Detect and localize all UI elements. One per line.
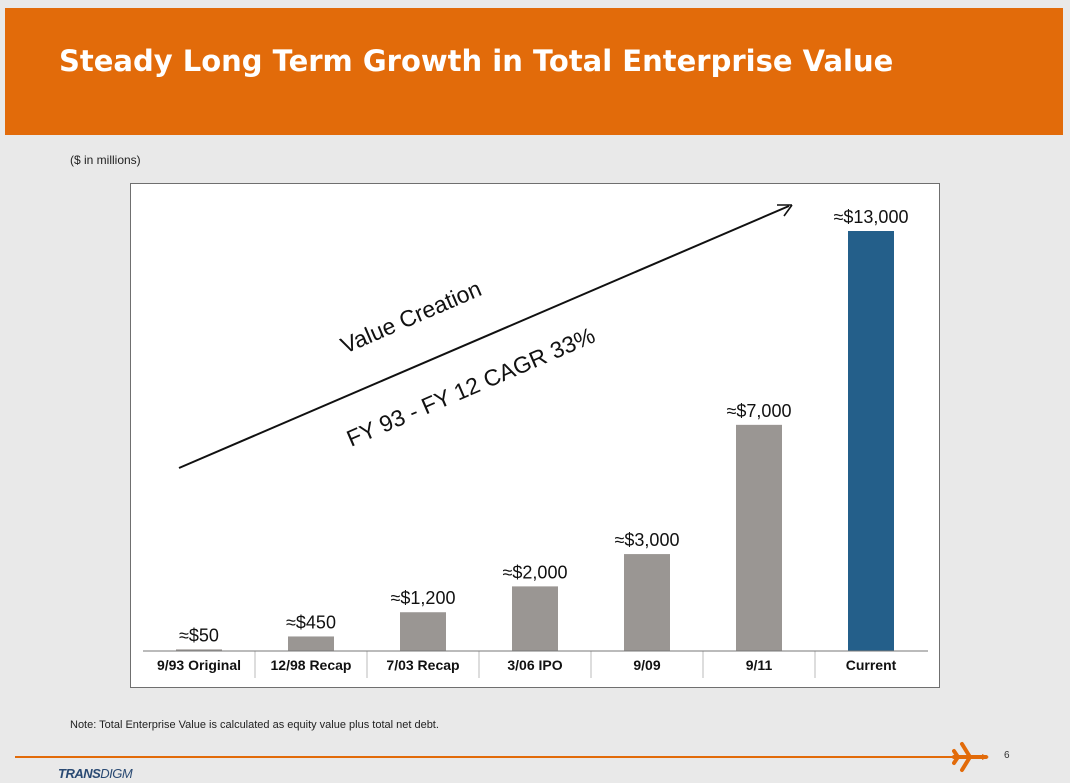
arrow-head xyxy=(777,204,793,217)
bars-group xyxy=(176,231,894,651)
bar-6 xyxy=(848,231,894,651)
bar-0 xyxy=(176,649,222,651)
slide-title: Steady Long Term Growth in Total Enterpr… xyxy=(59,44,894,78)
bar-4 xyxy=(624,554,670,651)
bar-5 xyxy=(736,424,782,651)
value-label-6: ≈$13,000 xyxy=(834,207,909,227)
footer-divider xyxy=(15,756,960,758)
category-label-5: 9/11 xyxy=(746,657,773,673)
category-label-2: 7/03 Recap xyxy=(386,657,459,673)
category-label-6: Current xyxy=(846,657,897,673)
units-note: ($ in millions) xyxy=(70,153,141,167)
category-labels-group: 9/93 Original 12/98 Recap 7/03 Recap 3/06 I… xyxy=(157,651,897,678)
value-creation-arrow xyxy=(178,205,790,469)
chart-frame: ≈$50 ≈$450 ≈$1,200 ≈$2,000 ≈$3,000 ≈$7,000 ≈$1… xyxy=(130,183,940,688)
value-label-2: ≈$1,200 xyxy=(391,588,456,608)
bar-2 xyxy=(400,612,446,651)
category-label-4: 9/09 xyxy=(633,657,660,673)
bar-1 xyxy=(288,636,334,651)
category-label-0: 9/93 Original xyxy=(157,657,241,673)
airplane-icon xyxy=(952,742,989,772)
bar-chart: ≈$50 ≈$450 ≈$1,200 ≈$2,000 ≈$3,000 ≈$7,000 ≈$1… xyxy=(143,204,928,678)
value-label-1: ≈$450 xyxy=(286,612,336,632)
value-label-4: ≈$3,000 xyxy=(615,530,680,550)
bar-3 xyxy=(512,586,558,651)
value-labels-group: ≈$50 ≈$450 ≈$1,200 ≈$2,000 ≈$3,000 ≈$7,000 ≈$1… xyxy=(179,207,908,645)
title-banner: Steady Long Term Growth in Total Enterpr… xyxy=(5,8,1063,135)
logo-text-bold: TRANS xyxy=(58,766,101,781)
company-logo: TRANSDIGM xyxy=(58,766,133,781)
page-number: 6 xyxy=(1004,750,1010,761)
logo-text-rest: DIGM xyxy=(100,766,133,781)
value-label-0: ≈$50 xyxy=(179,625,219,645)
category-label-1: 12/98 Recap xyxy=(271,657,352,673)
value-label-5: ≈$7,000 xyxy=(727,401,792,421)
category-label-3: 3/06 IPO xyxy=(507,657,562,673)
value-label-3: ≈$2,000 xyxy=(503,562,568,582)
footnote: Note: Total Enterprise Value is calculat… xyxy=(70,719,439,731)
